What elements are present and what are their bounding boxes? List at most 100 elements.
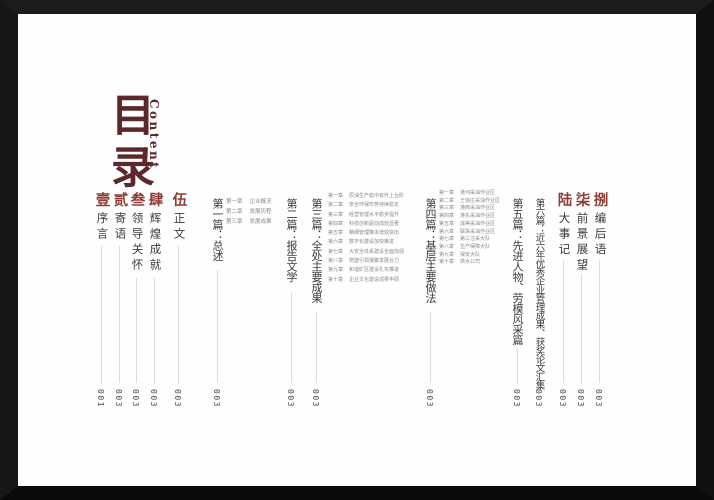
chapter-list-chapters3: 第一章 原油生产稳中有升上台阶第二章 安全环保形势持续稳定 第三章 经营管理水平稳步提升…: [328, 192, 404, 285]
chapter-title: 发展成果: [249, 219, 272, 225]
leader-line-xuYan: [101, 246, 102, 383]
chapter-row: 第九章 和谐矿区建设扎实推进: [328, 266, 404, 275]
chapter-title: 大安全体系建设全面加强: [349, 248, 405, 255]
page-number-bianHouYu: 003: [594, 389, 603, 408]
chapter-number: 第三章: [328, 211, 344, 218]
toc-numeral-xuYan: 壹: [93, 192, 111, 208]
toc-entry-daShiJi: 大事记: [557, 212, 572, 259]
toc-numeral-huiHuang: 肆: [146, 192, 164, 208]
chapter-row: 第七章 第三注采大队: [439, 236, 500, 244]
page-number-huiHuang: 003: [149, 389, 158, 408]
chapter-number: 第九章: [439, 251, 455, 258]
page-number-part6: 003: [534, 389, 543, 408]
chapter-title: 港东采油作业区: [460, 213, 496, 220]
toc-entry-qianJing: 前景展望: [575, 212, 590, 274]
chapter-list-chapters4: 第一章 港河采油作业区 第二章 王徐庄采油作业区 第三章 港西采油作业区 第四章 港东采油作业…: [439, 190, 500, 267]
leader-line-lingDao: [136, 278, 137, 383]
chapter-number: 第四章: [328, 220, 344, 227]
toc-entry-part4: 第四篇：基层主要做法: [424, 198, 437, 303]
chapter-number: 第二章: [328, 202, 344, 209]
chapter-title: 原油生产稳中有升上台阶: [349, 193, 405, 199]
leader-line-qianJing: [581, 274, 582, 383]
leader-line-part3: [316, 312, 317, 383]
chapter-number: 第二章: [439, 197, 455, 204]
toc-entry-part1: 第一篇：总述: [211, 198, 224, 261]
toc-entry-part5: 第五篇：先进人物、劳模风采篇: [511, 198, 524, 345]
chapter-number: 第六章: [439, 228, 455, 235]
chapter-number: 第一章: [226, 199, 243, 205]
chapter-number: 第七章: [328, 248, 344, 255]
toc-numeral-qianJing: 柒: [573, 192, 591, 208]
chapter-row: 第一章 港河采油作业区: [439, 190, 500, 198]
chapter-row: 第八章 生产保障大队: [439, 244, 500, 252]
toc-entry-part6: 第六篇：近六年优秀企业管理成果、获奖论文汇集: [533, 198, 545, 390]
chapter-title: 联珠采油作业区: [460, 228, 496, 235]
chapter-row: 第五章 精细管理降本增效突出: [328, 229, 404, 238]
page-number-lingDao: 003: [131, 389, 140, 408]
chapter-title: 经营管理水平稳步提升: [349, 211, 400, 218]
toc-numeral-lingDao: 叁: [128, 192, 146, 208]
page-title: 目录: [103, 92, 154, 196]
chapter-row: 第六章 数字化建设加快推进: [328, 238, 404, 247]
leader-line-part5: [517, 348, 518, 383]
page-number-part2: 003: [286, 389, 295, 408]
toc-entry-jiYu: 寄语: [113, 212, 128, 243]
leader-line-part2: [291, 292, 292, 383]
leader-line-huiHuang: [154, 278, 155, 383]
chapter-title: 企业文化建设成果丰硕: [349, 276, 400, 283]
chapter-title: 数字化建设加快推进: [349, 239, 395, 246]
chapter-row: 第三章 发展成果: [226, 217, 272, 227]
chapter-title: 党建引领凝聚发展合力: [349, 258, 400, 265]
chapter-number: 第十章: [439, 259, 455, 266]
chapter-title: 供水公司: [460, 259, 481, 266]
chapter-row: 第十章 供水公司: [439, 259, 500, 267]
chapter-number: 第一章: [328, 193, 344, 199]
chapter-row: 第八章 党建引领凝聚发展合力: [328, 257, 404, 266]
chapter-list-chapters1: 第一章 企业概况 第二章 发展历程 第三章 发展成果: [226, 197, 272, 227]
chapter-number: 第八章: [328, 258, 344, 265]
chapter-number: 第一章: [439, 190, 455, 196]
chapter-number: 第五章: [328, 230, 344, 237]
page-title-english: Content: [147, 99, 161, 171]
chapter-row: 第九章 保安大队: [439, 252, 500, 260]
page-number-part5: 003: [512, 389, 521, 408]
toc-entry-bianHouYu: 编后语: [593, 212, 608, 259]
chapter-number: 第二章: [226, 209, 243, 215]
toc-entry-lingDao: 领导关怀: [130, 212, 145, 274]
chapter-number: 第四章: [439, 213, 455, 220]
toc-entry-zhengWen: 正文: [172, 212, 187, 243]
toc-numeral-jiYu: 贰: [111, 192, 129, 208]
leader-line-zhengWen: [178, 246, 179, 383]
chapter-title: 王徐庄采油作业区: [460, 197, 501, 204]
page-number-daShiJi: 003: [558, 389, 567, 408]
toc-numeral-daShiJi: 陆: [555, 192, 573, 208]
page-number-part1: 003: [212, 389, 221, 408]
toc-entry-xuYan: 序言: [95, 212, 110, 243]
chapter-title: 发展历程: [249, 209, 272, 215]
page-number-part3: 003: [311, 389, 320, 408]
chapter-title: 保安大队: [460, 251, 481, 258]
chapter-title: 港河采油作业区: [460, 190, 496, 196]
chapter-row: 第二章 安全环保形势持续稳定: [328, 201, 404, 210]
leader-line-part1: [217, 270, 218, 383]
chapter-number: 第三章: [226, 219, 243, 225]
chapter-row: 第三章 港西采油作业区: [439, 205, 500, 213]
chapter-row: 第六章 联珠采油作业区: [439, 229, 500, 237]
chapter-number: 第八章: [439, 243, 455, 250]
chapter-title: 成美采油作业区: [460, 220, 496, 227]
chapter-row: 第七章 大安全体系建设全面加强: [328, 248, 404, 257]
chapter-number: 第七章: [439, 236, 455, 243]
chapter-row: 第二章 王徐庄采油作业区: [439, 198, 500, 206]
leader-line-part4: [430, 312, 431, 383]
page-number-xuYan: 001: [96, 389, 105, 408]
page-number-jiYu: 003: [114, 389, 123, 408]
chapter-title: 企业概况: [249, 199, 272, 205]
chapter-title: 第三注采大队: [460, 236, 491, 243]
chapter-title: 精细管理降本增效突出: [349, 230, 400, 237]
chapter-row: 第一章 企业概况: [226, 197, 272, 207]
toc-page: [18, 14, 696, 486]
toc-numeral-zhengWen: 伍: [170, 192, 188, 208]
chapter-number: 第五章: [439, 220, 455, 227]
chapter-number: 第九章: [328, 267, 344, 274]
chapter-row: 第二章 发展历程: [226, 207, 272, 217]
